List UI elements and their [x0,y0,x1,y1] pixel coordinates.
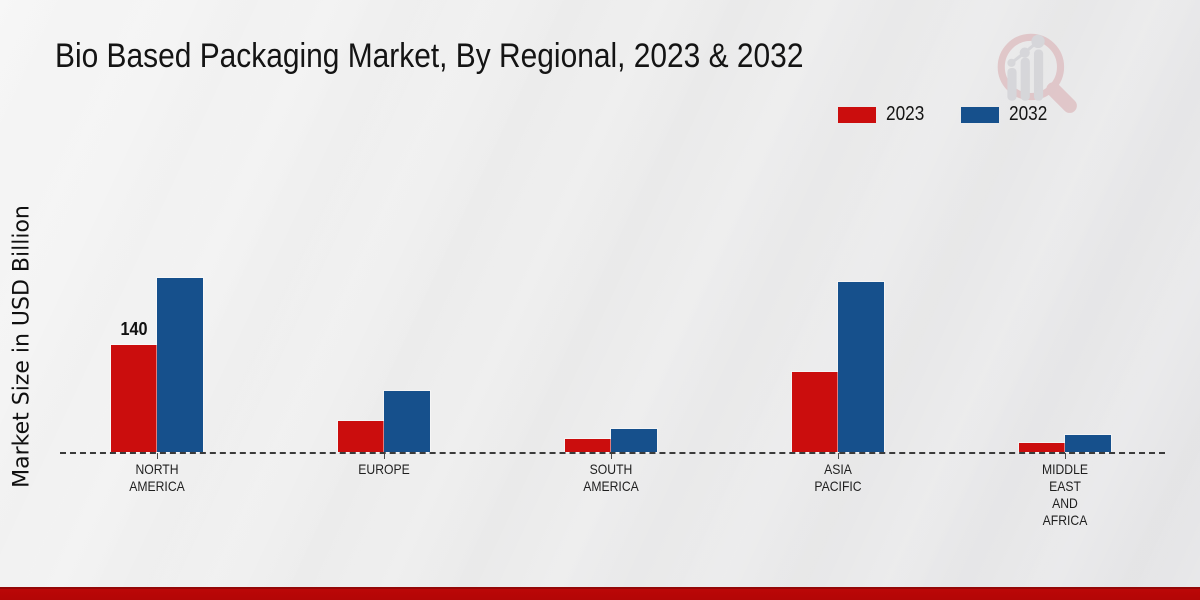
legend-item-2032: 2032 [960,103,1054,126]
bar-2023-4 [1019,443,1065,452]
bar-2032-4 [1065,435,1111,452]
x-axis-category-label: EUROPE [358,461,410,477]
bar-2032-2 [611,429,657,452]
bar-2032-0 [157,278,203,452]
bar-value-label: 140 [120,319,148,339]
x-axis-tick [1065,453,1066,459]
legend-label-2023: 2023 [886,103,925,125]
bar-2023-1 [338,421,384,452]
x-axis-category-label: SOUTH AMERICA [583,461,639,494]
bar-2032-3 [838,282,884,452]
bar-2023-0 [111,345,157,452]
x-axis-tick [157,453,158,459]
x-axis-tick [611,453,612,459]
legend-swatch-2032 [960,106,999,123]
bar-2023-2 [565,439,611,452]
legend-swatch-2023 [838,106,876,123]
x-axis-baseline [60,452,1165,454]
magnifier-growth-chart-logo-icon [997,33,1077,113]
x-axis-category-label: ASIA PACIFIC [814,461,862,494]
bottom-accent-bar [0,587,1200,600]
x-axis-category-label: NORTH AMERICA [129,461,185,494]
legend-item-2023: 2023 [838,103,931,126]
legend-label-2032: 2032 [1008,103,1047,125]
bar-2023-3 [792,372,838,452]
x-axis-tick [838,453,839,459]
chart-title: Bio Based Packaging Market, By Regional,… [55,37,804,75]
legend: 2023 2032 [838,103,1053,126]
x-axis-category-label: MIDDLE EAST AND AFRICA [1041,461,1089,528]
bar-2032-1 [384,391,430,452]
x-axis-tick [384,453,385,459]
